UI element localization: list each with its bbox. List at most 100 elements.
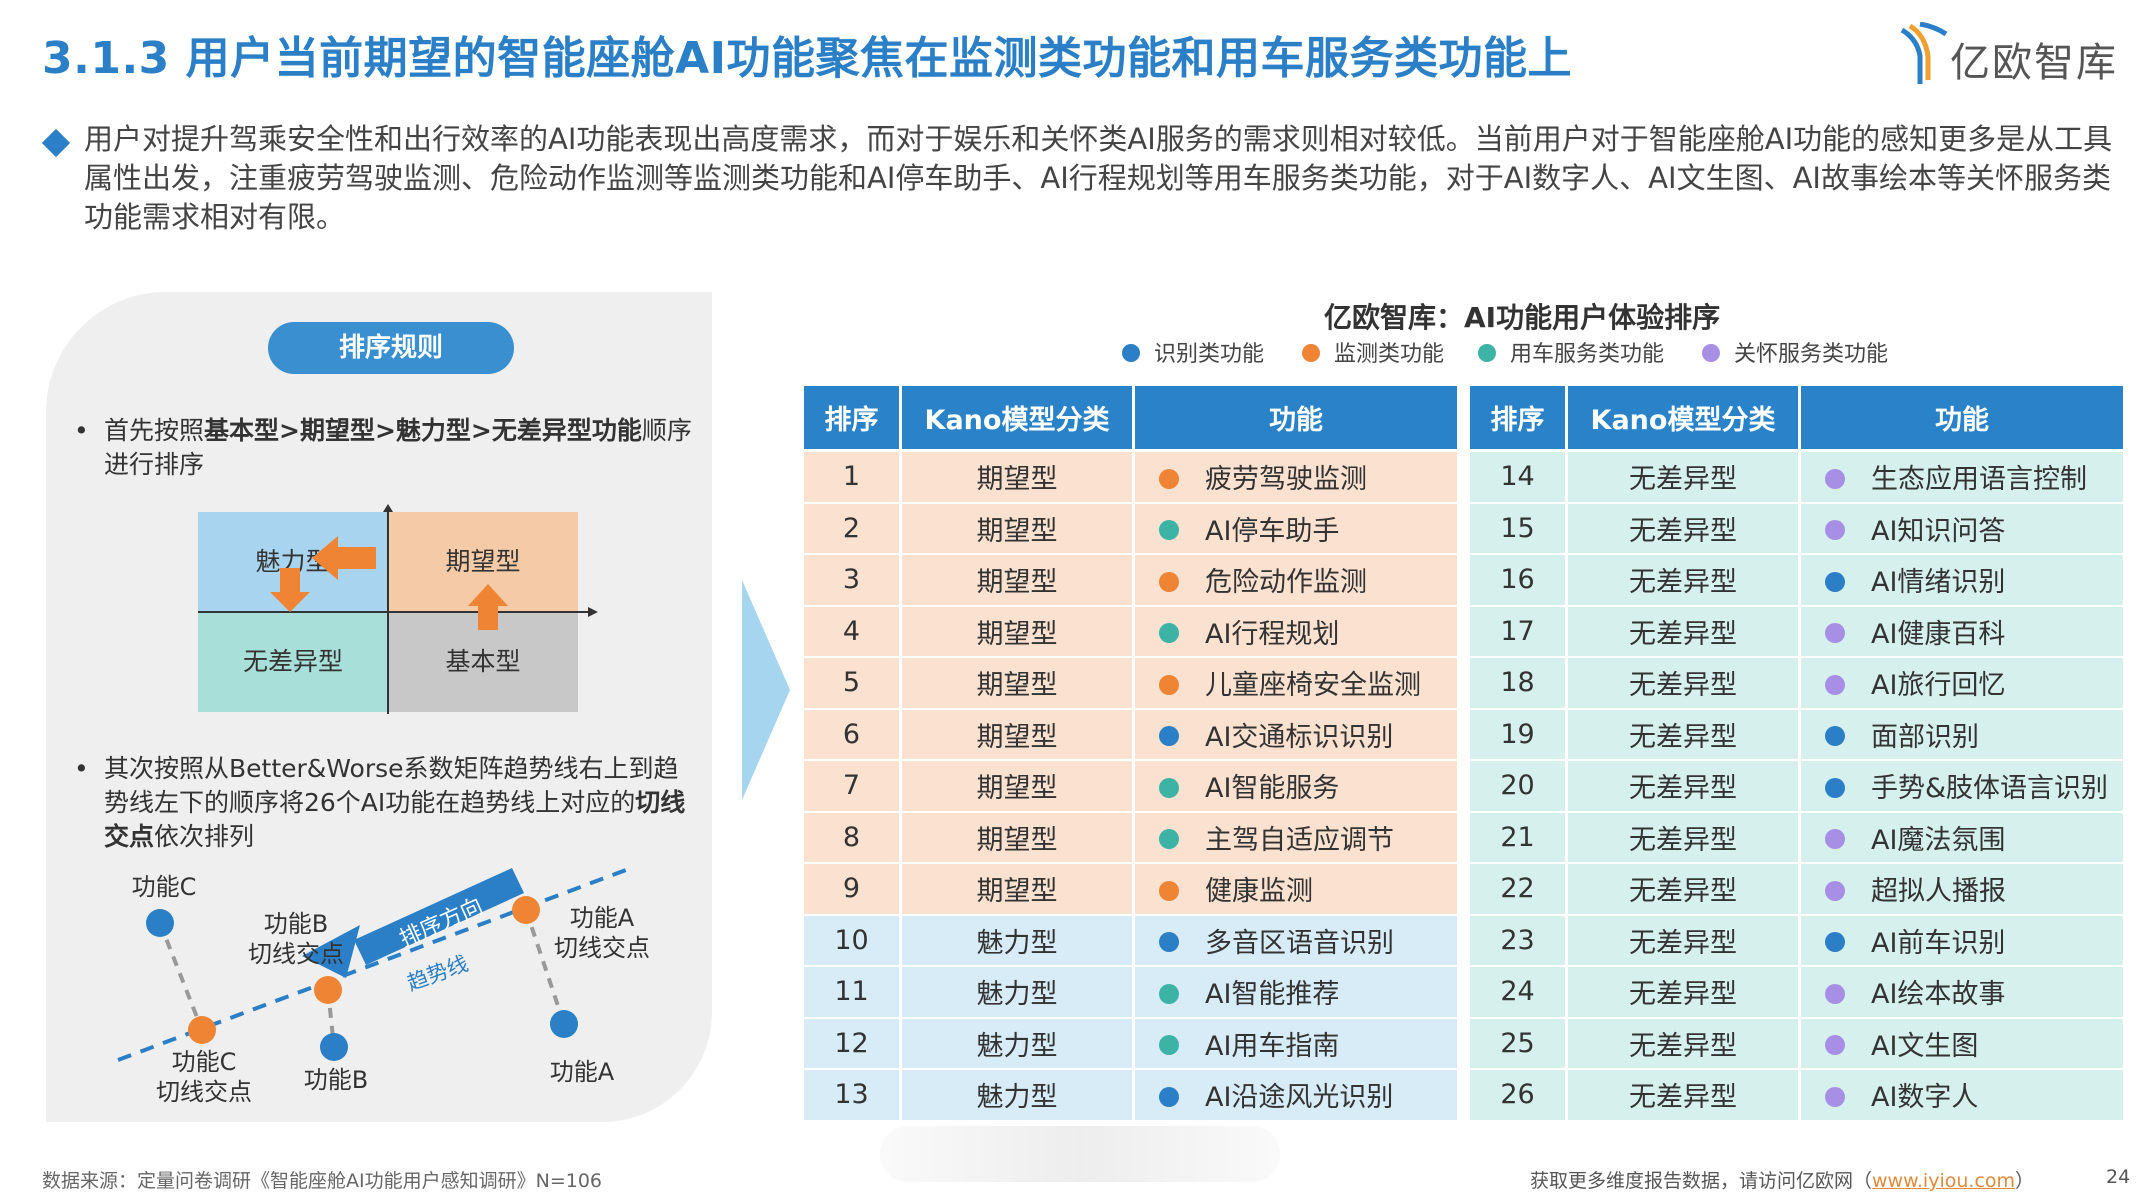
category-dot-icon <box>1159 829 1179 850</box>
category-dot-icon <box>1825 674 1845 695</box>
kano-cell: 无差异型 <box>1568 1070 1801 1122</box>
category-dot-icon <box>1825 1086 1845 1107</box>
trend-line-diagram: 排序方向 趋势线 功能C 功能B 切线交点 功能A 切线交点 功能C 切线交点 … <box>117 865 650 1106</box>
function-cell: AI前车识别 <box>1801 915 2126 967</box>
function-name: AI数字人 <box>1871 1082 1979 1114</box>
func-a-label: 功能A <box>550 1058 615 1086</box>
table-row: 19 无差异型 面部识别 <box>1470 709 2126 761</box>
rank-cell: 10 <box>804 915 902 967</box>
legend-item: 识别类功能 <box>1122 340 1264 370</box>
function-name: AI智能推荐 <box>1205 979 1340 1011</box>
table-row: 21 无差异型 AI魔法氛围 <box>1470 812 2126 864</box>
page-title: 3.1.3 用户当前期望的智能座舱AI功能聚焦在监测类功能和用车服务类功能上 <box>42 33 1573 84</box>
rank-cell: 17 <box>1470 606 1568 658</box>
rank-cell: 16 <box>1470 555 1568 607</box>
func-b-tangent-label-2: 切线交点 <box>248 940 344 968</box>
header-rank: 排序 <box>1470 386 1568 452</box>
table-row: 3 期望型 危险动作监测 <box>804 555 1460 607</box>
function-name: AI用车指南 <box>1205 1030 1340 1062</box>
rank-cell: 8 <box>804 812 902 864</box>
category-dot-icon <box>1825 880 1845 901</box>
category-dot-icon <box>1825 1035 1845 1056</box>
sort-direction-arrow <box>302 868 524 978</box>
kano-cell: 无差异型 <box>1568 709 1801 761</box>
function-name: 儿童座椅安全监测 <box>1205 670 1421 702</box>
table-row: 17 无差异型 AI健康百科 <box>1470 606 2126 658</box>
category-dot-icon <box>1159 983 1179 1004</box>
header-function: 功能 <box>1135 386 1460 452</box>
header-kano: Kano模型分类 <box>902 386 1135 452</box>
table-row: 2 期望型 AI停车助手 <box>804 503 1460 555</box>
function-name: 超拟人播报 <box>1871 876 2006 908</box>
rank-cell: 20 <box>1470 761 1568 813</box>
function-cell: AI文生图 <box>1801 1018 2126 1070</box>
function-name: 主驾自适应调节 <box>1205 824 1394 856</box>
kano-cell: 无差异型 <box>1568 812 1801 864</box>
kano-cell: 无差异型 <box>1568 555 1801 607</box>
trend-line <box>117 865 635 1062</box>
func-c-tangent-label-2: 切线交点 <box>156 1078 252 1106</box>
function-cell: AI智能推荐 <box>1135 967 1460 1019</box>
func-b-label: 功能B <box>304 1066 368 1094</box>
logo-text: 亿欧智库 <box>1950 40 2118 86</box>
rank-cell: 9 <box>804 864 902 916</box>
chevron-right-icon <box>742 580 790 800</box>
kano-cell: 无差异型 <box>1568 1018 1801 1070</box>
function-name: AI绘本故事 <box>1871 979 2006 1011</box>
logo: 亿欧智库 <box>1898 21 2128 90</box>
function-cell: 面部识别 <box>1801 709 2126 761</box>
legend-dot-icon <box>1702 344 1720 362</box>
logo-mark-icon <box>1900 21 1948 84</box>
table-row: 13 魅力型 AI沿途风光识别 <box>804 1070 1460 1122</box>
function-cell: 健康监测 <box>1135 864 1460 916</box>
table-row: 14 无差异型 生态应用语言控制 <box>1470 452 2126 504</box>
legend-item: 关怀服务类功能 <box>1702 340 1888 370</box>
function-name: 健康监测 <box>1205 876 1313 908</box>
table-row: 15 无差异型 AI知识问答 <box>1470 503 2126 555</box>
func-c-label: 功能C <box>132 873 197 901</box>
table-row: 23 无差异型 AI前车识别 <box>1470 915 2126 967</box>
rule-bold-text: 基本型>期望型>魅力型>无差异型功能 <box>204 416 642 445</box>
function-name: AI行程规划 <box>1205 618 1340 650</box>
iyiou-link[interactable]: www.iyiou.com <box>1872 1170 2016 1192</box>
table-row: 25 无差异型 AI文生图 <box>1470 1018 2126 1070</box>
category-dot-icon <box>1159 468 1179 489</box>
kano-cell: 无差异型 <box>1568 761 1801 813</box>
function-cell: AI绘本故事 <box>1801 967 2126 1019</box>
legend-dot-icon <box>1302 344 1320 362</box>
func-a-tangent-label-1: 功能A <box>570 904 635 932</box>
arrow-left-icon <box>312 536 376 580</box>
category-dot-icon <box>1825 726 1845 747</box>
category-dot-icon <box>1159 1086 1179 1107</box>
table-row: 11 魅力型 AI智能推荐 <box>804 967 1460 1019</box>
table-row: 5 期望型 儿童座椅安全监测 <box>804 658 1460 710</box>
kano-cell: 魅力型 <box>902 1070 1135 1122</box>
kano-cell: 无差异型 <box>1568 967 1801 1019</box>
rank-cell: 13 <box>804 1070 902 1122</box>
arrow-up-icon <box>468 584 508 630</box>
function-cell: AI情绪识别 <box>1801 555 2126 607</box>
function-cell: AI交通标识识别 <box>1135 709 1460 761</box>
kano-cell: 无差异型 <box>1568 864 1801 916</box>
function-name: 面部识别 <box>1871 721 1979 753</box>
quadrant-arrows <box>198 504 598 714</box>
function-cell: AI用车指南 <box>1135 1018 1460 1070</box>
quadrant-indifferent: 无差异型 <box>198 612 388 712</box>
rank-cell: 2 <box>804 503 902 555</box>
category-dot-icon <box>1159 674 1179 695</box>
table-row: 10 魅力型 多音区语音识别 <box>804 915 1460 967</box>
kano-cell: 期望型 <box>902 503 1135 555</box>
function-cell: AI知识问答 <box>1801 503 2126 555</box>
rule-bullet-2: • 其次按照从Better&Worse系数矩阵趋势线右上到趋势线左下的顺序将26… <box>74 754 686 851</box>
function-cell: 儿童座椅安全监测 <box>1135 658 1460 710</box>
func-c-tangent-label-1: 功能C <box>172 1048 237 1076</box>
function-name: AI停车助手 <box>1205 515 1340 547</box>
rank-cell: 11 <box>804 967 902 1019</box>
func-c-point <box>146 909 174 937</box>
table-row: 6 期望型 AI交通标识识别 <box>804 709 1460 761</box>
category-dot-icon <box>1825 468 1845 489</box>
summary-text: 用户对提升驾乘安全性和出行效率的AI功能表现出高度需求，而对于娱乐和关怀类AI服… <box>84 122 2113 234</box>
table-row: 4 期望型 AI行程规划 <box>804 606 1460 658</box>
header-function: 功能 <box>1801 386 2126 452</box>
table-row: 12 魅力型 AI用车指南 <box>804 1018 1460 1070</box>
